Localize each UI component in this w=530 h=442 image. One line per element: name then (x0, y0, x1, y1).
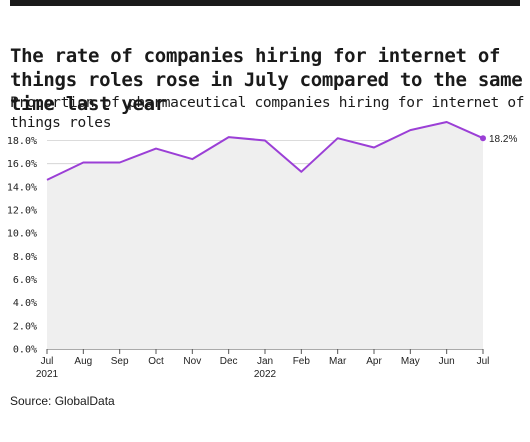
source-note: Source: GlobalData (10, 394, 115, 408)
y-tick-label: 6.0% (13, 275, 37, 286)
x-tick-label: Jun (439, 356, 455, 367)
y-axis: 0.0% 2.0% 4.0% 6.0% 8.0% 10.0% 12.0% 14.0% 16.0%… (7, 136, 37, 355)
top-rule (10, 0, 520, 6)
series-line (46, 121, 484, 181)
series-area (47, 122, 483, 349)
y-tick-label: 12.0% (7, 206, 37, 217)
x-tick-label: Nov (183, 356, 201, 367)
last-value-label: 18.2% (489, 134, 517, 145)
x-tick-label: Oct (148, 356, 164, 367)
chart-title: The rate of companies hiring for interne… (10, 45, 523, 115)
y-tick-label: 8.0% (13, 252, 37, 263)
x-axis: Jul 2021 Aug Sep Oct Nov Dec Jan 2022 Feb Mar Apr Ma… (36, 349, 490, 380)
y-tick-label: 4.0% (13, 298, 37, 309)
x-tick-label: Jul (477, 356, 490, 367)
chart-subtitle: Proportion of pharmaceutical companies h… (10, 95, 525, 131)
x-tick-label: May (401, 356, 420, 367)
y-tick-label: 16.0% (7, 159, 37, 170)
last-point-marker (480, 135, 486, 142)
y-tick-label: 18.0% (7, 136, 37, 147)
x-tick-label: Jul 2021 (36, 356, 59, 380)
x-tick-label: Aug (74, 356, 92, 367)
x-tick-label: Jan 2022 (254, 356, 277, 380)
y-tick-label: 14.0% (7, 182, 37, 193)
x-tick-label: Apr (366, 356, 382, 367)
x-tick-label: Feb (293, 356, 311, 367)
x-tick-label: Sep (111, 356, 129, 367)
x-tick-label: Mar (329, 356, 347, 367)
x-tick-label: Dec (220, 356, 238, 367)
y-tick-label: 2.0% (13, 321, 37, 332)
y-tick-label: 10.0% (7, 229, 37, 240)
y-tick-label: 0.0% (13, 345, 37, 356)
